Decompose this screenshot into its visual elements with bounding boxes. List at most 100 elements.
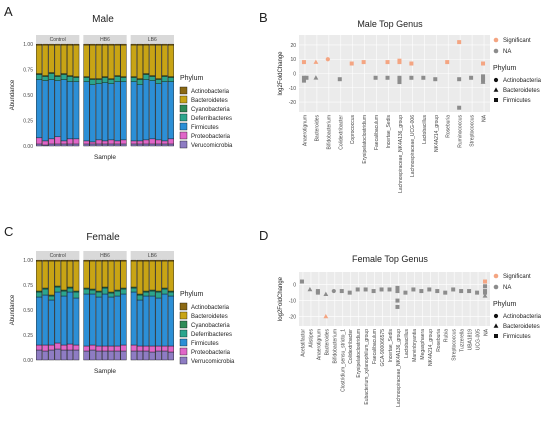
- bar-segment: [42, 43, 49, 46]
- bar-segment: [155, 143, 162, 147]
- bar-segment: [42, 294, 49, 346]
- data-point: [481, 75, 486, 80]
- bar-segment: [161, 288, 168, 295]
- x-tick-label: Clostridium_sensu_stricto_1: [340, 329, 346, 392]
- bar-segment: [48, 73, 55, 80]
- bar-segment: [108, 260, 115, 293]
- bar-segment: [161, 259, 168, 262]
- bar-segment: [149, 260, 156, 291]
- bar-segment: [120, 293, 127, 346]
- x-axis-label: Sample: [94, 368, 116, 375]
- bar-segment: [155, 43, 162, 46]
- bar-segment: [114, 44, 121, 76]
- bar-segment: [36, 291, 43, 298]
- data-point: [493, 87, 499, 92]
- bar-segment: [167, 260, 174, 292]
- y-tick-label: 10: [290, 57, 296, 63]
- data-point: [363, 287, 368, 292]
- bar-segment: [143, 43, 150, 46]
- legend-label: Bacteroidetes: [503, 324, 540, 330]
- data-point: [313, 59, 319, 64]
- legend-swatch: [179, 347, 188, 356]
- bar-segment: [149, 43, 156, 46]
- data-point: [403, 290, 408, 295]
- data-point: [395, 304, 400, 309]
- bar-segment: [73, 77, 80, 82]
- x-tick-label: Streptococcus: [470, 115, 476, 147]
- bar-segment: [143, 139, 150, 145]
- x-tick-label: Bacteroides: [314, 115, 320, 142]
- data-point: [301, 75, 306, 80]
- legend-swatch: [179, 131, 188, 140]
- bar-segment: [108, 43, 115, 46]
- bar-segment: [102, 345, 108, 352]
- bar-segment: [54, 80, 61, 138]
- data-point: [323, 291, 329, 297]
- y-axis-label: Abundance: [10, 294, 16, 325]
- bar-segment: [95, 291, 102, 298]
- bar-segment: [67, 44, 74, 76]
- bar-segment: [42, 76, 49, 81]
- facet-label: Control: [50, 37, 66, 43]
- data-point: [397, 77, 402, 82]
- x-tick-label: Incertae_Sedis: [386, 115, 392, 149]
- bar-segment: [73, 291, 80, 299]
- bar-segment: [54, 259, 61, 262]
- bar-segment: [114, 345, 121, 352]
- data-point: [457, 40, 462, 45]
- data-point: [379, 287, 384, 292]
- legend-key: [493, 284, 499, 290]
- data-point: [385, 60, 390, 65]
- bar-segment: [120, 43, 127, 46]
- bar-segment: [136, 259, 143, 262]
- bar-segment: [167, 138, 174, 145]
- legend-label: Cyanobacteria: [191, 107, 230, 113]
- legend-label: Bacteroidetes: [503, 88, 540, 94]
- bar-segment: [155, 44, 162, 79]
- bar-segment: [114, 260, 121, 291]
- x-tick-label: Roseburia: [436, 329, 442, 352]
- data-point: [481, 78, 486, 83]
- x-tick-label: Eubacterium_xylanophilum_group: [364, 329, 370, 405]
- x-tick-label: UCG-005: [476, 329, 482, 350]
- bar-segment: [54, 43, 61, 46]
- plot-panel: [299, 272, 490, 326]
- x-tick-label: Bacteroides: [324, 329, 330, 356]
- bar-segment: [155, 260, 162, 292]
- bar-segment: [102, 259, 108, 262]
- x-tick-label: Alistipes: [308, 329, 314, 348]
- bar-segment: [89, 289, 96, 295]
- bar-segment: [48, 349, 55, 361]
- bar-segment: [73, 81, 80, 140]
- data-point: [371, 289, 376, 294]
- legend-label: Actinobacteria: [191, 89, 230, 95]
- bar-segment: [161, 76, 168, 82]
- bar-segment: [36, 143, 43, 147]
- bar-segment: [89, 44, 96, 79]
- bar-segment: [42, 260, 49, 289]
- data-point: [435, 289, 440, 294]
- bar-segment: [95, 350, 102, 361]
- bar-segment: [48, 143, 55, 147]
- data-point: [469, 75, 474, 80]
- y-tick-label: 0.75: [23, 283, 33, 289]
- chart-male-top-genus: Male Top Genus 20 10 0 -10 -20 log2FoldChange A…: [278, 19, 542, 193]
- chart-female-abundance: Female 0.00 0.25 0.50 0.75 1.00 Abundance Sampl…: [10, 232, 235, 375]
- legend-label: Firmicutes: [191, 125, 219, 131]
- bar-segment: [161, 44, 168, 76]
- bar-segment: [95, 260, 102, 292]
- legend-label: Actinobacteria: [503, 78, 542, 84]
- data-point: [409, 75, 414, 80]
- x-tick-label: Faecalibaculum: [374, 115, 380, 150]
- x-tick-label: Incertae_Sedis: [388, 329, 394, 363]
- bar-segment: [149, 143, 156, 147]
- bar-segment: [95, 43, 102, 46]
- bar-segment: [60, 295, 67, 346]
- bar-segment: [136, 44, 143, 79]
- y-tick-label: -10: [289, 86, 296, 92]
- bar-segment: [67, 287, 74, 293]
- bar-segment: [161, 140, 168, 145]
- bar-segment: [36, 74, 43, 80]
- bar-segment: [67, 349, 74, 361]
- bar-segment: [83, 260, 90, 289]
